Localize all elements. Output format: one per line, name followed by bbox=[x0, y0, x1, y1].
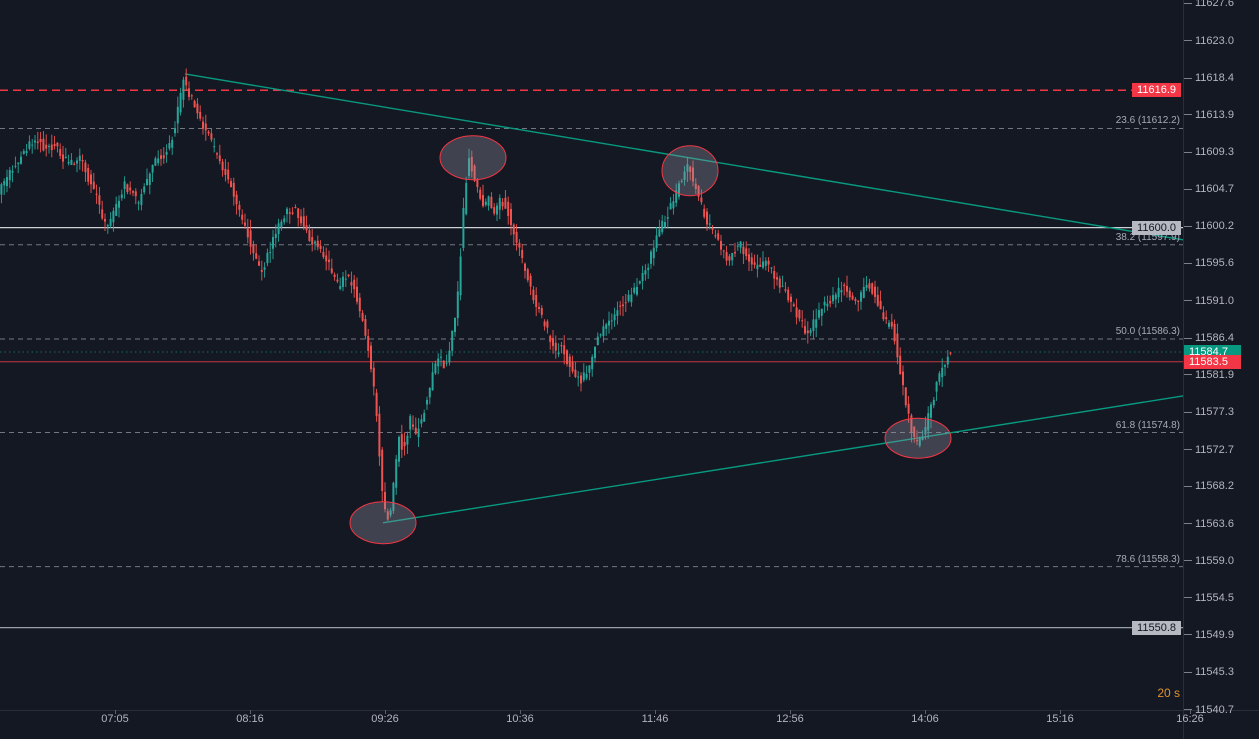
time-tick-label: 16:26 bbox=[1176, 713, 1204, 725]
price-tick-label: 11627.6 bbox=[1184, 0, 1234, 9]
fib-level-label: 23.6 (11612.2) bbox=[1115, 115, 1180, 127]
fib-retracement[interactable] bbox=[0, 127, 1183, 568]
time-tick-label: 11:46 bbox=[641, 713, 669, 725]
time-tick-mark bbox=[520, 710, 521, 714]
alert-price-label: 11616.9 bbox=[1132, 83, 1181, 98]
price-tick-label: 11540.7 bbox=[1184, 704, 1234, 716]
price-tick-label: 11568.2 bbox=[1184, 480, 1234, 492]
highlight-ellipse-spike-1[interactable] bbox=[439, 135, 507, 181]
time-tick-mark bbox=[925, 710, 926, 714]
price-tick-label: 11609.3 bbox=[1184, 146, 1234, 158]
price-tick-label: 11549.9 bbox=[1184, 629, 1234, 641]
level-price-label-11600: 11600.0 bbox=[1132, 220, 1181, 235]
time-tick-label: 14:06 bbox=[911, 713, 939, 725]
highlight-ellipse-low-1[interactable] bbox=[349, 501, 417, 545]
time-tick-label: 10:36 bbox=[506, 713, 534, 725]
highlight-ellipse-low-2[interactable] bbox=[884, 417, 952, 459]
price-tick-label: 11554.5 bbox=[1184, 592, 1234, 604]
candlestick-series bbox=[0, 68, 952, 521]
fib-level-label: 38.2 (11597.9) bbox=[1115, 231, 1180, 243]
price-tick-label: 11563.6 bbox=[1184, 518, 1234, 530]
price-tick-label: 11623.0 bbox=[1184, 35, 1234, 47]
time-tick-label: 12:56 bbox=[776, 713, 804, 725]
time-tick-label: 07:05 bbox=[101, 713, 129, 725]
price-tick-label: 11581.9 bbox=[1184, 369, 1234, 381]
price-tick-label: 11613.9 bbox=[1184, 109, 1234, 121]
time-tick-mark bbox=[385, 710, 386, 714]
time-tick-mark bbox=[655, 710, 656, 714]
price-tick-label: 11577.3 bbox=[1184, 406, 1234, 418]
price-tick-label: 11572.7 bbox=[1184, 444, 1234, 456]
price-tick-label: 11595.6 bbox=[1184, 257, 1234, 269]
time-tick-mark bbox=[790, 710, 791, 714]
level-price-label-11550: 11550.8 bbox=[1132, 620, 1181, 635]
interval-countdown: 20 s bbox=[1157, 686, 1180, 700]
price-tick-label: 11545.3 bbox=[1184, 666, 1234, 678]
time-tick-mark bbox=[250, 710, 251, 714]
price-tick-label: 11600.2 bbox=[1184, 220, 1234, 232]
price-tick-label: 11618.4 bbox=[1184, 72, 1234, 84]
trend-line-descending[interactable] bbox=[184, 73, 1184, 241]
price-tick-label: 11586.4 bbox=[1184, 332, 1234, 344]
highlight-ellipse-spike-2[interactable] bbox=[661, 145, 719, 197]
price-tick-label: 11591.0 bbox=[1184, 295, 1234, 307]
time-tick-label: 08:16 bbox=[236, 713, 264, 725]
fib-level-label: 78.6 (11558.3) bbox=[1115, 553, 1180, 565]
drawn-line-price-label: 11583.5 bbox=[1184, 354, 1241, 369]
time-tick-label: 09:26 bbox=[371, 713, 399, 725]
price-tick-label: 11559.0 bbox=[1184, 555, 1234, 567]
price-tick-label: 11604.7 bbox=[1184, 183, 1234, 195]
time-tick-mark bbox=[1060, 710, 1061, 714]
fib-level-label: 50.0 (11586.3) bbox=[1115, 326, 1180, 338]
fib-level-label: 61.8 (11574.8) bbox=[1115, 419, 1180, 431]
time-tick-mark bbox=[115, 710, 116, 714]
time-tick-mark bbox=[1190, 710, 1191, 714]
time-tick-label: 15:16 bbox=[1046, 713, 1074, 725]
trend-line-ascending[interactable] bbox=[382, 395, 1184, 524]
